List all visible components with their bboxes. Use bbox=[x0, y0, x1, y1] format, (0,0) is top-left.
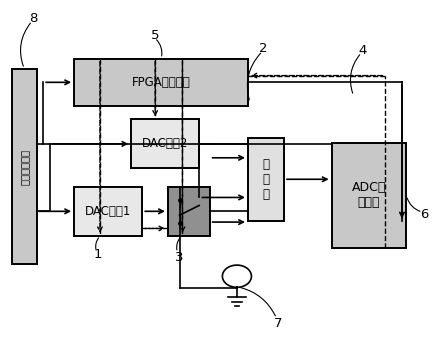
Text: FPGA单元电路: FPGA单元电路 bbox=[132, 76, 190, 89]
Bar bbox=[74, 187, 142, 236]
Text: DAC电路2: DAC电路2 bbox=[142, 137, 189, 150]
Text: 6: 6 bbox=[420, 208, 428, 221]
Text: 合
路
器: 合 路 器 bbox=[262, 158, 269, 201]
Text: 3: 3 bbox=[175, 251, 183, 264]
Text: 8: 8 bbox=[29, 12, 37, 25]
Bar bbox=[168, 187, 210, 236]
Text: 4: 4 bbox=[358, 44, 366, 57]
Bar bbox=[12, 69, 37, 265]
Bar bbox=[74, 59, 248, 106]
Text: 2: 2 bbox=[259, 42, 268, 55]
Text: 7: 7 bbox=[274, 317, 282, 330]
Text: 5: 5 bbox=[151, 29, 160, 42]
Bar bbox=[331, 143, 406, 248]
Bar bbox=[131, 119, 199, 168]
Bar bbox=[248, 138, 284, 221]
Text: 1: 1 bbox=[93, 249, 101, 261]
Text: ADC接
收单元: ADC接 收单元 bbox=[352, 181, 386, 209]
Text: 频率参考电路: 频率参考电路 bbox=[19, 149, 30, 185]
Text: DAC电路1: DAC电路1 bbox=[85, 205, 131, 218]
